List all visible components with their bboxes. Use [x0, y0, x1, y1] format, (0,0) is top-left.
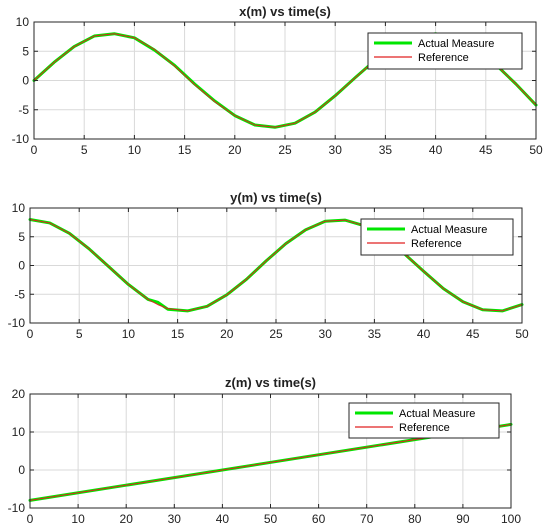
- legend-label: Reference: [411, 238, 462, 250]
- legend-label: Actual Measure: [399, 408, 475, 420]
- chart-title: x(m) vs time(s): [239, 4, 331, 19]
- legend-box: [348, 402, 500, 439]
- subplot-1: x(m) vs time(s)0 5 10 15 20 25 30 35 40 45 50-10-5…: [12, 4, 543, 157]
- legend: Actual Measure Reference: [367, 32, 523, 70]
- x-tick-label: 20: [120, 512, 134, 526]
- x-tick-label: 50: [515, 327, 529, 341]
- x-tick-label: 30: [319, 327, 333, 341]
- x-tick-label: 0: [27, 512, 34, 526]
- y-tick-label: -5: [18, 103, 29, 117]
- y-tick-label: -10: [12, 132, 30, 146]
- y-tick-label: 10: [12, 201, 26, 215]
- x-tick-label: 45: [479, 143, 493, 157]
- y-tick-label: 5: [18, 230, 25, 244]
- subplot-3: z(m) vs time(s)0 10 20 30 40 50 60 70 80 90 100-10…: [8, 375, 522, 526]
- x-tick-label: 10: [71, 512, 85, 526]
- x-tick-label: 80: [408, 512, 422, 526]
- x-tick-label: 35: [368, 327, 382, 341]
- y-tick-label: -10: [8, 316, 26, 330]
- x-tick-label: 50: [264, 512, 278, 526]
- x-tick-label: 40: [417, 327, 431, 341]
- legend-label: Reference: [418, 52, 469, 64]
- x-tick-label: 30: [168, 512, 182, 526]
- x-tick-label: 10: [122, 327, 136, 341]
- x-tick-label: 25: [269, 327, 283, 341]
- legend: Actual Measure Reference: [360, 218, 514, 256]
- x-tick-label: 20: [220, 327, 234, 341]
- x-tick-label: 5: [76, 327, 83, 341]
- x-tick-label: 35: [379, 143, 393, 157]
- x-tick-label: 100: [501, 512, 521, 526]
- y-tick-label: -10: [8, 501, 26, 515]
- x-tick-label: 25: [278, 143, 292, 157]
- x-tick-label: 30: [329, 143, 343, 157]
- series-line-reference: [29, 219, 523, 312]
- legend-box: [367, 32, 523, 70]
- x-tick-label: 40: [429, 143, 443, 157]
- x-tick-label: 15: [178, 143, 192, 157]
- x-tick-label: 15: [171, 327, 185, 341]
- y-tick-label: 0: [18, 463, 25, 477]
- x-tick-label: 70: [360, 512, 374, 526]
- chart-title: y(m) vs time(s): [230, 190, 322, 205]
- x-tick-label: 5: [81, 143, 88, 157]
- y-tick-label: 20: [12, 387, 26, 401]
- legend-box: [360, 218, 514, 256]
- x-tick-label: 45: [466, 327, 480, 341]
- y-tick-label: 0: [18, 259, 25, 273]
- y-tick-label: 10: [12, 425, 26, 439]
- x-tick-label: 20: [228, 143, 242, 157]
- x-tick-label: 0: [31, 143, 38, 157]
- x-tick-label: 10: [128, 143, 142, 157]
- legend-label: Actual Measure: [418, 38, 494, 50]
- x-tick-label: 60: [312, 512, 326, 526]
- legend: Actual Measure Reference: [348, 402, 500, 439]
- y-tick-label: 5: [22, 44, 29, 58]
- chart-title: z(m) vs time(s): [225, 375, 316, 390]
- legend-label: Reference: [399, 422, 450, 434]
- x-tick-label: 50: [529, 143, 543, 157]
- y-tick-label: -5: [14, 287, 25, 301]
- y-tick-label: 10: [16, 15, 30, 29]
- x-tick-label: 40: [216, 512, 230, 526]
- x-tick-label: 0: [27, 327, 34, 341]
- x-tick-label: 90: [456, 512, 470, 526]
- y-tick-label: 0: [22, 74, 29, 88]
- subplot-2: y(m) vs time(s)0 5 10 15 20 25 30 35 40 45 50-10-5…: [8, 190, 529, 341]
- legend-label: Actual Measure: [411, 224, 487, 236]
